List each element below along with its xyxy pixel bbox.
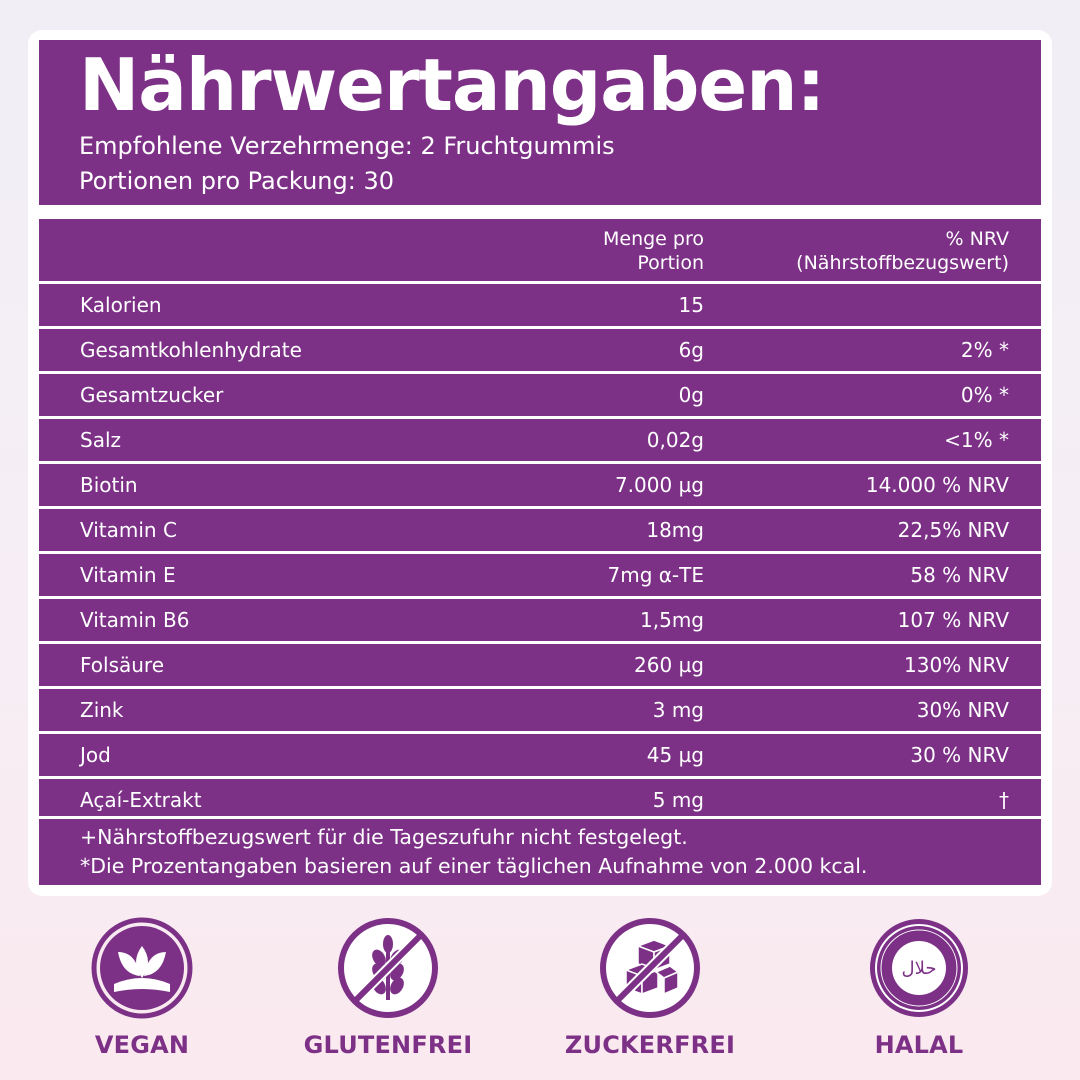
nutrient-name: Zink (80, 698, 124, 722)
table-row: Zink 3 mg 30% NRV (39, 686, 1041, 731)
table-row: Açaí-Extrakt 5 mg † (39, 776, 1041, 821)
table-row: Folsäure 260 µg 130% NRV (39, 641, 1041, 686)
nutrient-name: Salz (80, 428, 122, 452)
badge-label: HALAL (874, 1031, 964, 1059)
nrv-value: 58 % NRV (910, 563, 1009, 587)
amount-per-portion: 7mg α-TE (607, 563, 704, 587)
amount-per-portion: 5 mg (652, 788, 704, 812)
table-footnotes: +Nährstoffbezugswert für die Tageszufuhr… (39, 816, 1041, 885)
column-header-nrv: % NRV (Nährstoffbezugswert) (796, 228, 1009, 274)
leaf-icon (91, 917, 193, 1019)
footnote-nrv: +Nährstoffbezugswert für die Tageszufuhr… (80, 825, 688, 849)
amount-per-portion: 6g (678, 338, 704, 362)
nrv-value: 22,5% NRV (897, 518, 1009, 542)
badge-label: GLUTENFREI (303, 1031, 473, 1059)
amount-per-portion: 260 µg (634, 653, 704, 677)
halal-icon: حلال (870, 919, 968, 1017)
serving-size: Empfohlene Verzehrmenge: 2 Fruchtgummis (79, 132, 615, 160)
nrv-value: 2% * (960, 338, 1009, 362)
nrv-value: 130% NRV (904, 653, 1009, 677)
table-row: Jod 45 µg 30 % NRV (39, 731, 1041, 776)
footnote-percent: *Die Prozentangaben basieren auf einer t… (80, 854, 868, 878)
nrv-value: <1% * (944, 428, 1009, 452)
nutrient-name: Gesamtkohlenhydrate (80, 338, 302, 362)
portions-per-pack: Portionen pro Packung: 30 (79, 167, 394, 195)
table-row: Salz 0,02g <1% * (39, 416, 1041, 461)
nutrient-name: Kalorien (80, 293, 162, 317)
badge-glutenfree: GLUTENFREI (288, 916, 488, 1059)
table-row: Vitamin E 7mg α-TE 58 % NRV (39, 551, 1041, 596)
nutrient-name: Biotin (80, 473, 138, 497)
table-row: Biotin 7.000 µg 14.000 % NRV (39, 461, 1041, 506)
amount-per-portion: 0g (678, 383, 704, 407)
page-title: Nährwertangaben: (79, 43, 825, 127)
nutrient-name: Folsäure (80, 653, 165, 677)
amount-per-portion: 1,5mg (640, 608, 704, 632)
table-header: Menge pro Portion % NRV (Nährstoffbezugs… (39, 219, 1041, 281)
badge-label: VEGAN (94, 1031, 190, 1059)
sugar-cubes-crossed-icon (600, 918, 700, 1018)
nrv-value: 30% NRV (916, 698, 1009, 722)
amount-per-portion: 3 mg (652, 698, 704, 722)
nutrition-header: Nährwertangaben: Empfohlene Verzehrmenge… (39, 40, 1041, 205)
nrv-value: 30 % NRV (910, 743, 1009, 767)
nutrient-name: Vitamin B6 (80, 608, 190, 632)
nrv-value: † (999, 788, 1009, 812)
nrv-value: 107 % NRV (897, 608, 1009, 632)
amount-per-portion: 0,02g (646, 428, 704, 452)
nutrient-name: Vitamin E (80, 563, 176, 587)
table-row: Vitamin C 18mg 22,5% NRV (39, 506, 1041, 551)
nrv-value: 14.000 % NRV (865, 473, 1009, 497)
table-row: Vitamin B6 1,5mg 107 % NRV (39, 596, 1041, 641)
nutrition-table: Menge pro Portion % NRV (Nährstoffbezugs… (39, 219, 1041, 885)
halal-icon-text: حلال (902, 958, 937, 979)
nutrient-name: Vitamin C (80, 518, 177, 542)
amount-per-portion: 15 (678, 293, 704, 317)
amount-per-portion: 18mg (646, 518, 704, 542)
wheat-crossed-icon (338, 918, 438, 1018)
column-header-amount: Menge pro Portion (603, 228, 704, 274)
badge-halal: حلال HALAL (819, 916, 1019, 1059)
table-row: Gesamtkohlenhydrate 6g 2% * (39, 326, 1041, 371)
badge-label: ZUCKERFREI (564, 1031, 736, 1059)
table-row: Gesamtzucker 0g 0% * (39, 371, 1041, 416)
nutrient-name: Açaí-Extrakt (80, 788, 202, 812)
amount-per-portion: 7.000 µg (614, 473, 704, 497)
badge-vegan: VEGAN (42, 916, 242, 1059)
amount-per-portion: 45 µg (646, 743, 704, 767)
badge-sugarfree: ZUCKERFREI (550, 916, 750, 1059)
nrv-value: 0% * (960, 383, 1009, 407)
nutrient-name: Jod (80, 743, 111, 767)
table-row: Kalorien 15 (39, 281, 1041, 326)
nutrient-name: Gesamtzucker (80, 383, 224, 407)
